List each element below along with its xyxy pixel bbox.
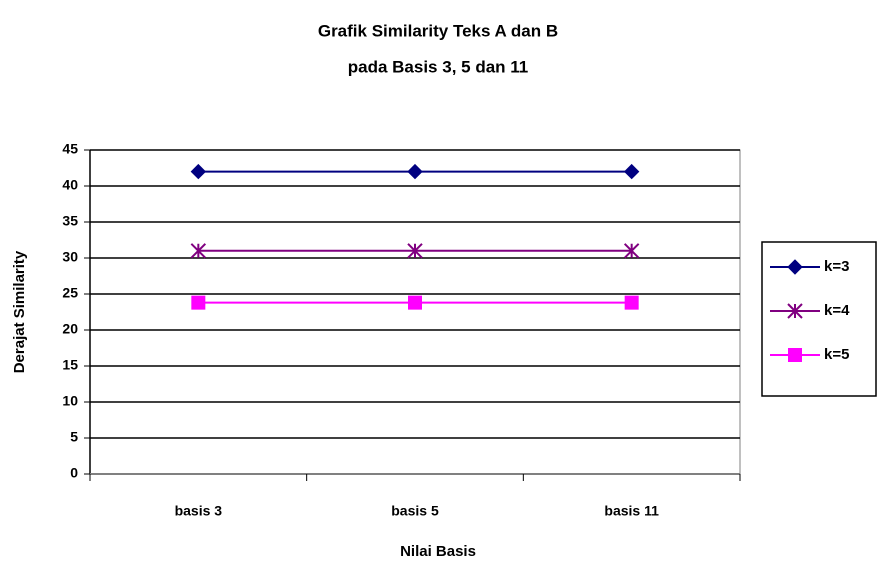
marker (787, 259, 803, 275)
marker (407, 163, 423, 180)
legend-box (761, 241, 877, 397)
marker (408, 295, 422, 310)
y-tick-label: 10 (62, 393, 78, 409)
marker (190, 163, 207, 180)
y-tick-label: 5 (70, 429, 78, 445)
y-tick-label: 15 (62, 357, 78, 373)
chart-subtitle: pada Basis 3, 5 dan 11 (348, 57, 528, 76)
marker (788, 348, 802, 362)
x-tick-label: basis 3 (175, 503, 223, 519)
x-tick-label: basis 5 (391, 503, 439, 519)
y-tick-label: 30 (62, 249, 78, 265)
y-tick-label: 25 (62, 285, 78, 301)
legend-label: k=5 (824, 346, 849, 363)
marker (191, 295, 206, 310)
marker (623, 243, 640, 259)
marker (623, 163, 640, 180)
plot-area (89, 149, 741, 475)
chart-title: Grafik Similarity Teks A dan B (318, 21, 558, 40)
y-tick-label: 35 (62, 213, 78, 229)
marker (190, 243, 207, 259)
y-tick-label: 40 (62, 177, 78, 193)
y-tick-label: 20 (62, 321, 78, 337)
legend-label: k=3 (824, 258, 849, 275)
y-tick-label: 45 (62, 141, 78, 157)
marker (787, 303, 803, 319)
y-tick-label: 0 (70, 465, 78, 481)
marker (407, 243, 423, 259)
y-axis-title: Derajat Similarity (11, 250, 28, 373)
marker (624, 295, 639, 310)
legend-label: k=4 (824, 302, 850, 319)
x-axis-title: Nilai Basis (400, 543, 476, 560)
x-tick-label: basis 11 (604, 503, 659, 519)
